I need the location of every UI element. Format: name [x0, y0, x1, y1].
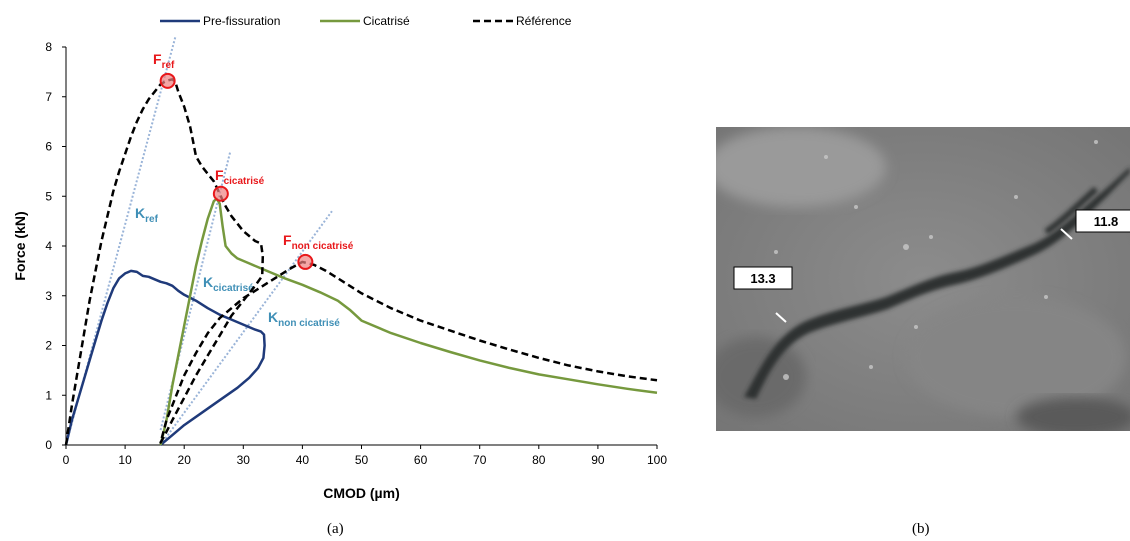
- peak-label-1: Fcicatrisé: [215, 167, 265, 187]
- peak-label-0: Fref: [153, 51, 175, 71]
- y-tick-label: 0: [45, 438, 52, 452]
- crack-photo-image: 13.3 11.8: [716, 127, 1130, 431]
- x-tick-label: 20: [178, 453, 192, 467]
- y-tick-label: 7: [45, 90, 52, 104]
- peak-label-2: Fnon cicatrisé: [283, 232, 354, 252]
- tangent-label-1: Kcicatrisé: [203, 274, 254, 294]
- x-tick-label: 60: [414, 453, 428, 467]
- series-line-1: [159, 197, 658, 446]
- tangent-label-2: Knon cicatrisé: [268, 309, 340, 329]
- force-cmod-chart: 0 10 20 30 40 50 60 70 80 90 100 0 1 2 3 4 5 6 7 8 CMOD (µm)…: [12, 14, 667, 501]
- series-line-0: [64, 269, 266, 446]
- y-tick-label: 6: [45, 140, 52, 154]
- stiffness-tangents: Kref Kcicatrisé Knon cicatrisé: [65, 36, 340, 446]
- y-tick-label: 8: [45, 40, 52, 54]
- x-tick-label: 70: [473, 453, 487, 467]
- peak-marker-1: [212, 185, 229, 202]
- measurement-label-1: 13.3: [750, 271, 775, 286]
- peak-marker-2: [297, 253, 314, 270]
- x-tick-label: 40: [296, 453, 310, 467]
- y-tick-label: 1: [45, 388, 52, 402]
- x-tick-label: 100: [647, 453, 667, 467]
- legend-label-0: Pre-fissuration: [203, 14, 280, 28]
- y-tick-label: 3: [45, 289, 52, 303]
- peak-marker-0: [159, 72, 176, 89]
- caption-a: (a): [327, 521, 344, 537]
- x-tick-label: 10: [118, 453, 132, 467]
- x-tick-label: 90: [591, 453, 605, 467]
- tangent-line-2: [159, 210, 333, 446]
- y-tick-label: 2: [45, 339, 52, 353]
- x-tick-label: 30: [237, 453, 251, 467]
- y-tick-label: 5: [45, 189, 52, 203]
- y-tick-label: 4: [45, 239, 52, 253]
- caption-b: (b): [912, 521, 930, 537]
- chart-legend: Pre-fissuration Cicatrisé Référence: [160, 14, 572, 28]
- chart-series: [64, 78, 658, 446]
- x-axis-label: CMOD (µm): [323, 485, 400, 501]
- crack-micrograph: 13.3 11.8: [716, 127, 1130, 431]
- x-tick-label: 50: [355, 453, 369, 467]
- x-tick-label: 80: [532, 453, 546, 467]
- y-axis-label: Force (kN): [12, 211, 28, 280]
- chart-axes: 0 10 20 30 40 50 60 70 80 90 100 0 1 2 3 4 5 6 7 8 CMOD (µm)…: [12, 40, 667, 501]
- legend-label-1: Cicatrisé: [363, 14, 410, 28]
- legend-label-2: Référence: [516, 14, 572, 28]
- tangent-label-0: Kref: [135, 205, 159, 225]
- measurement-label-2: 11.8: [1094, 214, 1119, 229]
- x-tick-label: 0: [63, 453, 70, 467]
- peak-markers: Fref Fcicatrisé Fnon cicatrisé: [153, 51, 354, 270]
- series-line-2: [64, 78, 658, 446]
